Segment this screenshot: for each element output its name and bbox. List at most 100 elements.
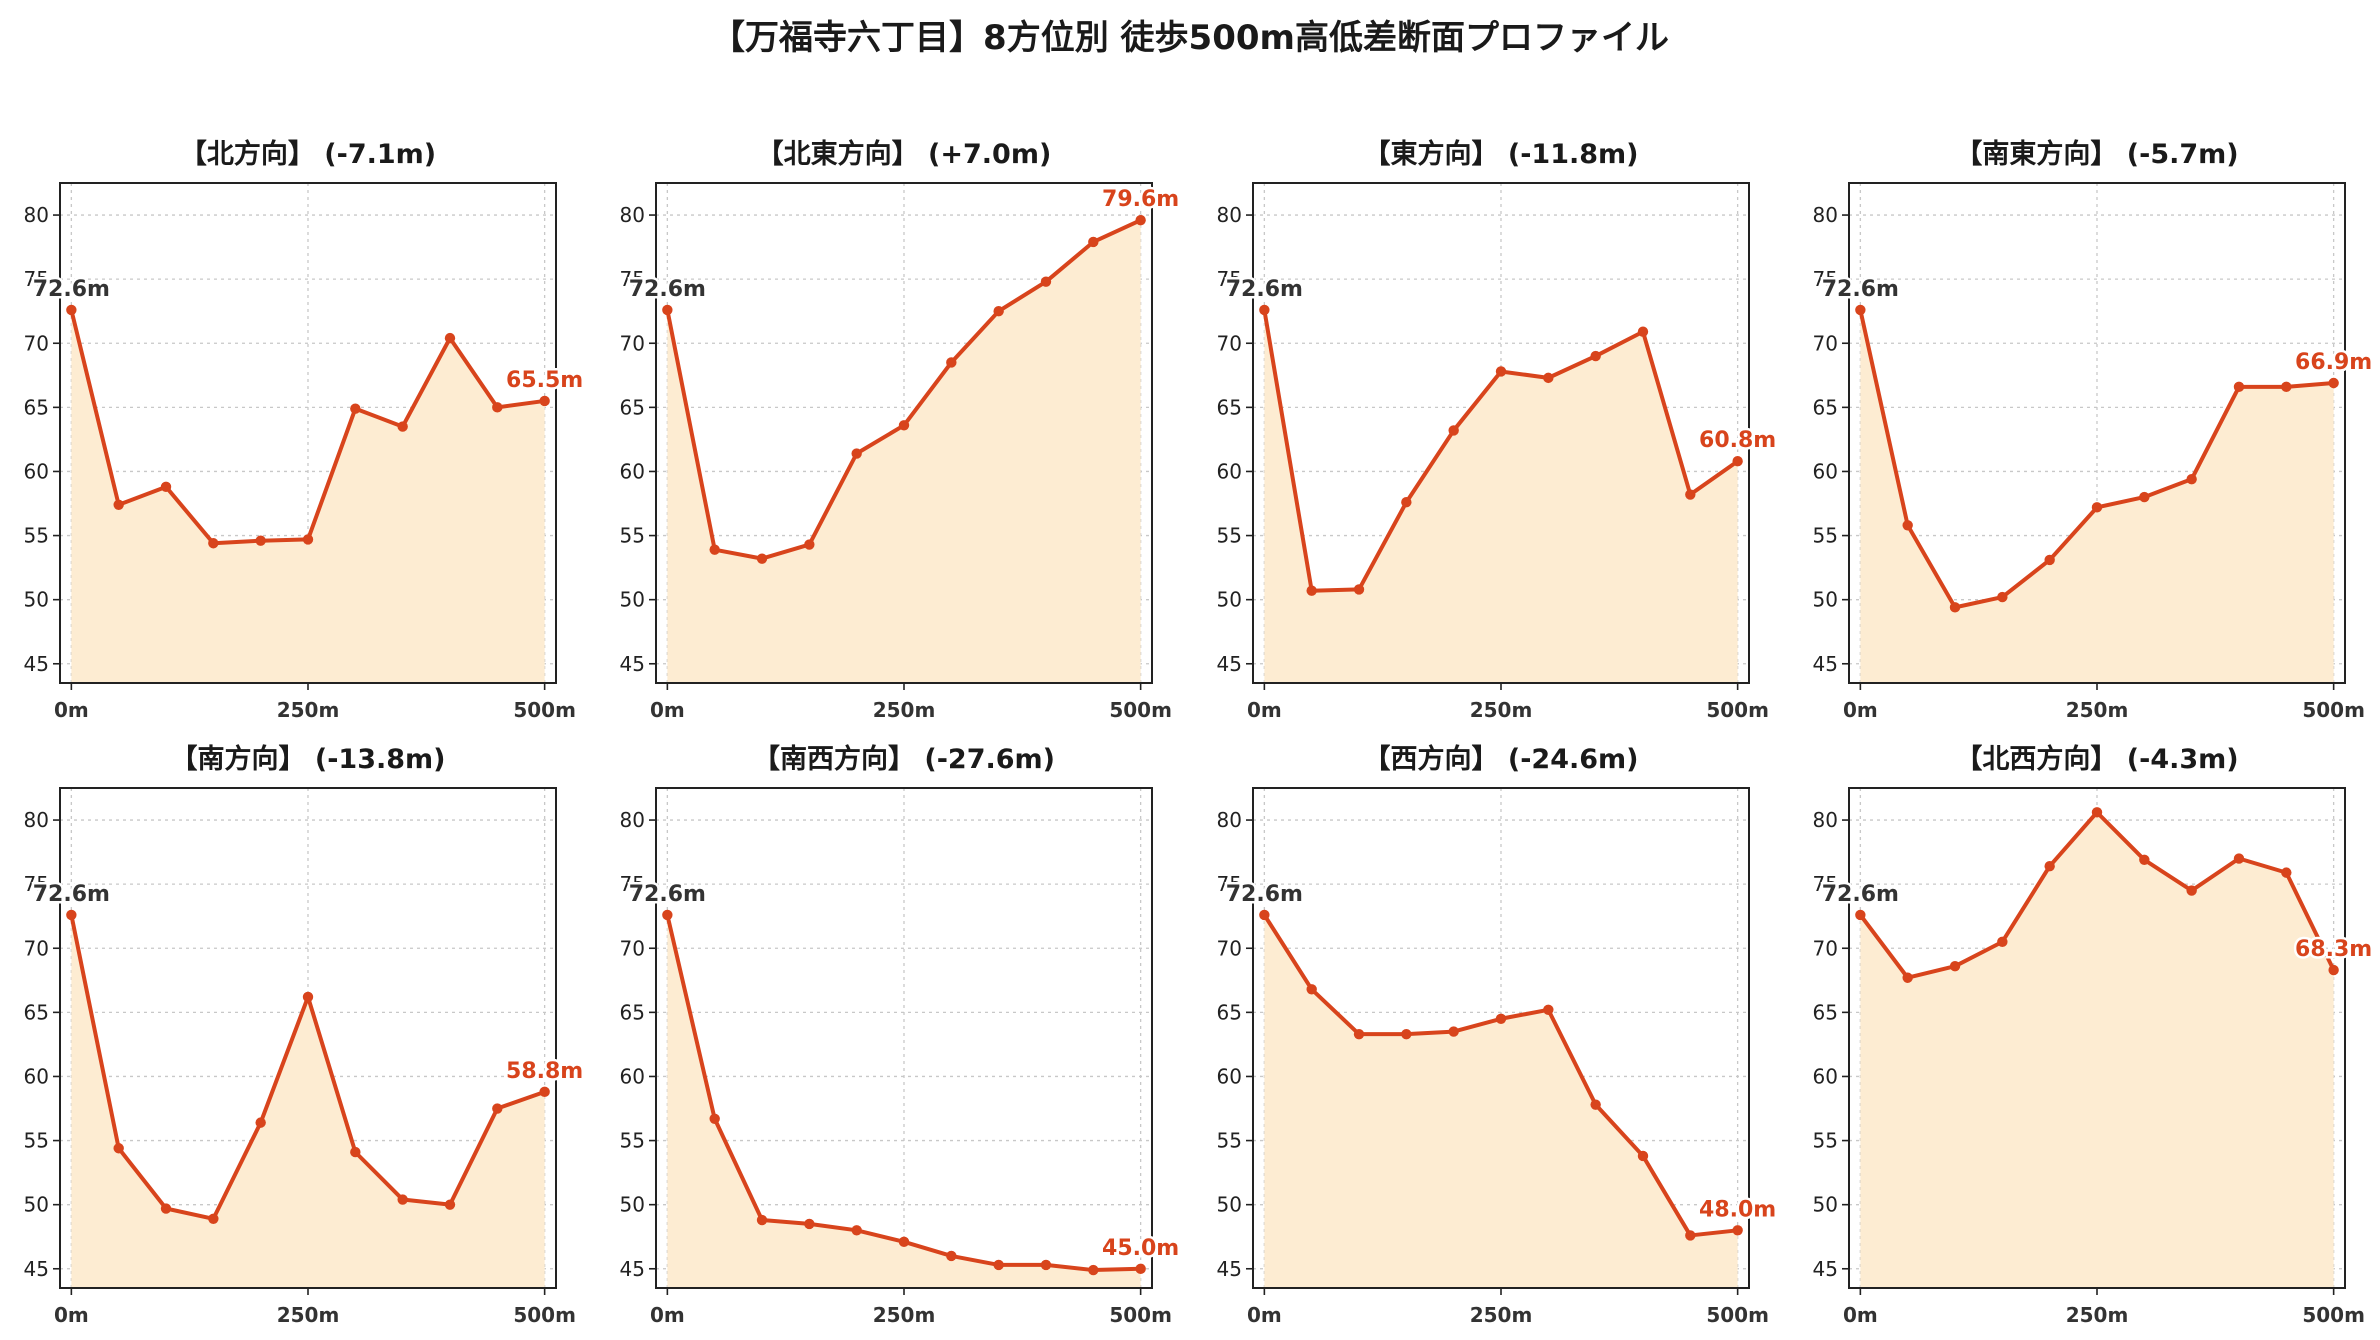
elevation-point — [255, 1117, 266, 1128]
start-elevation-label: 72.6m — [629, 882, 706, 907]
elevation-point — [1088, 1264, 1099, 1276]
elevation-point — [2233, 853, 2245, 864]
elevation-point — [302, 534, 314, 545]
x-tick-label: 500m — [1109, 698, 1172, 722]
elevation-point — [851, 448, 862, 459]
y-tick-label: 65 — [620, 1000, 645, 1024]
elevation-point — [1543, 372, 1554, 384]
panel-title: 【南方向】 (-13.8m) — [170, 743, 445, 775]
elevation-point — [1306, 585, 1317, 596]
panel-title: 【南西方向】 (-27.6m) — [753, 743, 1055, 775]
elevation-point — [1401, 497, 1412, 508]
chart-panel: 【南西方向】 (-27.6m) 45 50 55 60 65 70 75 80 0m 250m 500… — [620, 743, 1182, 1327]
y-tick-label: 45 — [620, 1257, 645, 1281]
elevation-point — [539, 395, 550, 407]
x-tick-label: 250m — [277, 698, 340, 722]
y-tick-label: 50 — [24, 1193, 49, 1217]
elevation-point — [1040, 276, 1052, 287]
elevation-point — [662, 909, 673, 921]
x-tick-label: 0m — [54, 698, 89, 722]
elevation-point — [1732, 1225, 1743, 1236]
y-tick-label: 60 — [1813, 1064, 1838, 1088]
elevation-point — [1997, 591, 2008, 603]
elevation-point — [208, 538, 219, 549]
elevation-point — [756, 553, 768, 564]
y-tick-label: 80 — [1813, 203, 1838, 227]
elevation-point — [1353, 584, 1365, 595]
y-tick-label: 55 — [620, 524, 645, 548]
y-tick-label: 75 — [1217, 267, 1242, 291]
elevation-point — [397, 421, 408, 432]
y-tick-label: 70 — [620, 331, 645, 355]
x-tick-label: 500m — [2302, 698, 2365, 722]
elevation-point — [756, 1214, 768, 1226]
y-tick-label: 75 — [24, 872, 49, 896]
page-title: 【万福寺六丁目】8方位別 徒歩500m高低差断面プロファイル — [711, 18, 1669, 58]
elevation-area — [1264, 914, 1738, 1288]
chart-panel: 【北東方向】 (+7.0m) 45 50 55 60 65 70 75 80 0m 250m 500m… — [620, 138, 1182, 722]
y-tick-label: 45 — [24, 652, 49, 676]
elevation-point — [2139, 854, 2150, 865]
x-tick-label: 0m — [1247, 698, 1282, 722]
elevation-point — [709, 1113, 720, 1124]
y-tick-label: 50 — [1813, 1193, 1838, 1217]
y-tick-label: 70 — [1217, 936, 1242, 960]
elevation-point — [2044, 861, 2055, 872]
x-tick-label: 0m — [54, 1303, 89, 1327]
y-tick-label: 55 — [24, 524, 49, 548]
elevation-point — [1637, 1150, 1649, 1162]
y-tick-label: 50 — [620, 588, 645, 612]
panel-title: 【西方向】 (-24.6m) — [1363, 743, 1638, 775]
elevation-point — [1543, 1004, 1554, 1015]
elevation-area — [1860, 812, 2334, 1288]
elevation-point — [662, 304, 673, 316]
y-tick-label: 75 — [1813, 267, 1838, 291]
elevation-point — [1135, 214, 1146, 226]
elevation-point — [1997, 936, 2008, 948]
y-tick-label: 80 — [24, 203, 49, 227]
y-tick-label: 80 — [620, 203, 645, 227]
elevation-area — [71, 309, 545, 683]
elevation-point — [1259, 909, 1270, 921]
elevation-point — [1353, 1028, 1365, 1040]
x-tick-label: 500m — [1109, 1303, 1172, 1327]
y-tick-label: 75 — [1217, 872, 1242, 896]
elevation-point — [350, 1146, 361, 1158]
elevation-point — [444, 1199, 456, 1210]
y-tick-label: 55 — [24, 1129, 49, 1153]
x-tick-label: 250m — [2066, 1303, 2129, 1327]
y-tick-label: 65 — [1813, 1000, 1838, 1024]
elevation-point — [1902, 520, 1913, 531]
x-tick-label: 250m — [277, 1303, 340, 1327]
y-tick-label: 50 — [24, 588, 49, 612]
elevation-point — [1685, 489, 1696, 500]
y-tick-label: 75 — [620, 267, 645, 291]
elevation-point — [1495, 1013, 1507, 1024]
elevation-point — [1902, 972, 1913, 983]
panel-title: 【南東方向】 (-5.7m) — [1955, 138, 2238, 170]
y-tick-label: 45 — [24, 1257, 49, 1281]
y-tick-label: 50 — [1217, 588, 1242, 612]
elevation-point — [2281, 867, 2292, 878]
start-elevation-label: 72.6m — [629, 277, 706, 302]
y-tick-label: 60 — [620, 459, 645, 483]
elevation-point — [2139, 491, 2150, 503]
x-tick-label: 250m — [873, 698, 936, 722]
elevation-area — [667, 220, 1141, 683]
y-tick-label: 70 — [1217, 331, 1242, 355]
y-tick-label: 60 — [1217, 459, 1242, 483]
elevation-area — [1860, 309, 2334, 683]
x-tick-label: 500m — [513, 1303, 576, 1327]
y-tick-label: 60 — [1217, 1064, 1242, 1088]
elevation-point — [2233, 381, 2245, 393]
elevation-point — [492, 1103, 503, 1114]
panel-title: 【北東方向】 (+7.0m) — [757, 138, 1052, 170]
elevation-point — [851, 1225, 862, 1236]
end-elevation-label: 58.8m — [506, 1059, 583, 1084]
x-tick-label: 0m — [1843, 1303, 1878, 1327]
elevation-point — [160, 481, 172, 493]
elevation-point — [1040, 1259, 1052, 1271]
elevation-point — [993, 306, 1004, 317]
x-tick-label: 500m — [1706, 1303, 1769, 1327]
y-tick-label: 65 — [1217, 1000, 1242, 1024]
